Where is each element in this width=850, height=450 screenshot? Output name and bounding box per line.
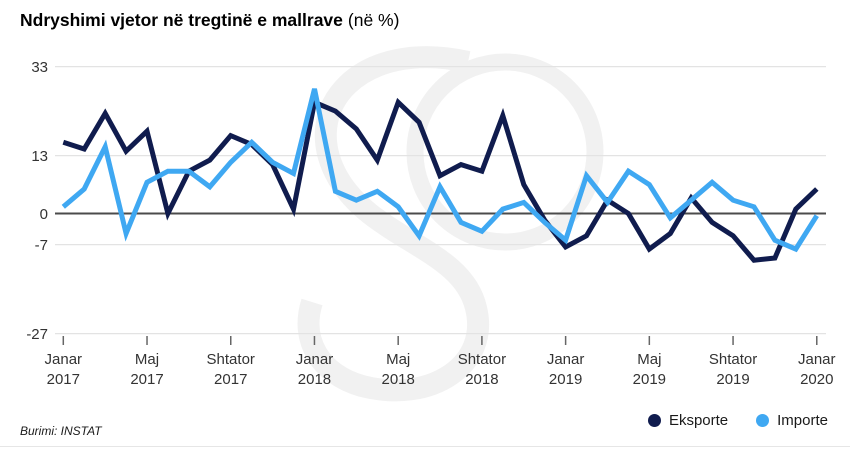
series-line-importe [61,88,819,253]
y-tick-label: -7 [35,237,48,254]
x-tick-label-year: 2019 [716,371,749,388]
x-tick-label-month: Shtator [709,351,757,368]
x-tick-label-year: 2018 [465,371,498,388]
x-tick-label-year: 2018 [381,371,414,388]
x-tick-label-month: Shtator [207,351,255,368]
legend-item-eksporte: Eksporte [647,412,729,429]
x-tick-label-year: 2019 [633,371,666,388]
x-tick-label-month: Janar [296,351,334,368]
x-tick-label-month: Maj [135,351,159,368]
series-line-eksporte [62,97,819,263]
legend-label-eksporte: Eksporte [668,412,729,429]
title-main: Ndryshimi vjetor në tregtinë e mallrave [20,10,343,30]
x-tick-label-month: Janar [798,351,836,368]
y-tick-label: 13 [31,148,48,165]
x-tick-label-year: 2017 [130,371,163,388]
title-suffix: (në %) [347,10,400,30]
legend: Eksporte Importe [647,412,828,429]
legend-label-importe: Importe [777,412,828,429]
y-tick-label: -27 [26,326,48,343]
x-tick-label-year: 2020 [800,371,833,388]
x-tick-label-year: 2019 [549,371,582,388]
x-tick-label-year: 2017 [214,371,247,388]
x-tick-label-year: 2018 [298,371,331,388]
watermark [297,46,604,402]
eksporte-color-dot [647,414,661,427]
source-label: Burimi: INSTAT [20,424,102,438]
x-tick-label-year: 2017 [47,371,80,388]
x-tick-label-month: Janar [45,351,83,368]
x-tick-label-month: Maj [386,351,410,368]
y-tick-label: 33 [31,59,48,76]
x-tick-label-month: Maj [637,351,661,368]
legend-item-importe: Importe [756,412,828,429]
page-title: Ndryshimi vjetor në tregtinë e mallrave(… [20,10,399,31]
x-tick-label-month: Shtator [458,351,506,368]
y-tick-label: 0 [40,206,48,223]
importe-color-dot [756,414,770,427]
x-tick-label-month: Janar [547,351,585,368]
bottom-divider [0,446,850,447]
